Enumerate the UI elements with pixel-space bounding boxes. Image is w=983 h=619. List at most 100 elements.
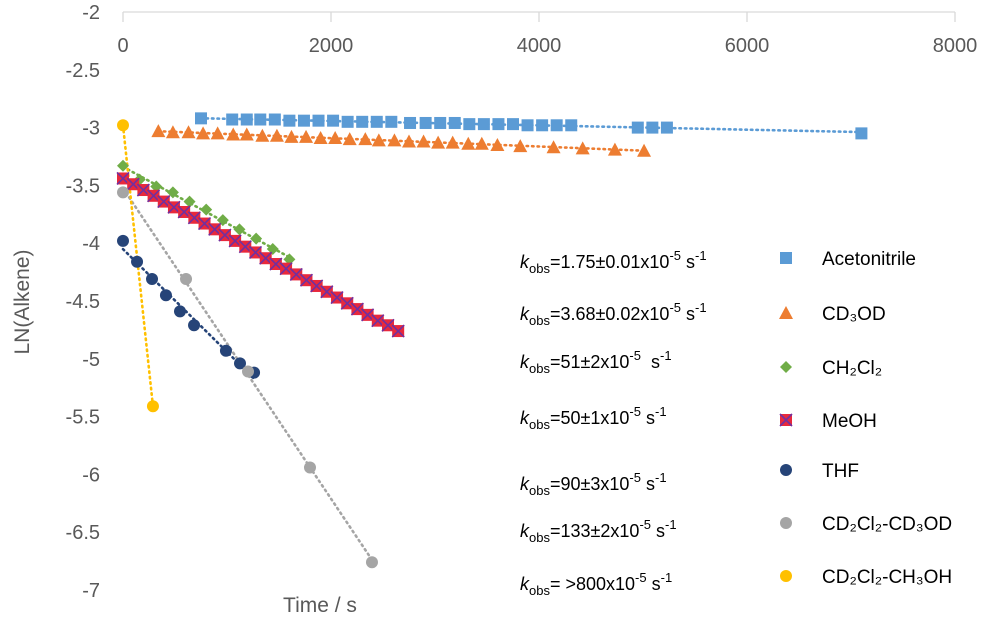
marker (126, 177, 140, 191)
rate-constant-part: -5 (635, 570, 647, 585)
trendline (121, 123, 155, 408)
x-tick-label: 2000 (309, 35, 354, 57)
marker (565, 119, 578, 132)
marker (431, 135, 446, 149)
marker (248, 245, 263, 260)
marker-cross (116, 171, 130, 186)
rate-constant-part: -5 (629, 404, 641, 419)
marker (157, 195, 171, 209)
marker (147, 189, 161, 203)
marker (297, 114, 310, 127)
marker (210, 126, 225, 140)
marker (117, 234, 129, 247)
rate-constant-part: obs (529, 261, 550, 276)
y-tick-label: -3 (82, 118, 100, 140)
marker (187, 211, 201, 225)
rate-constant-part: obs (529, 417, 550, 432)
marker (330, 290, 344, 305)
rate-constant-part: =1.75±0.01x10 (550, 252, 669, 272)
marker-cross (391, 324, 405, 338)
rate-constant-part: obs (529, 483, 550, 498)
marker (371, 314, 385, 328)
marker (461, 136, 476, 150)
rate-constant-part: k (520, 474, 530, 494)
y-axis-title: LN(Alkene) (11, 249, 34, 354)
marker (181, 125, 196, 139)
marker (197, 216, 212, 231)
marker (159, 289, 172, 302)
marker-cross (208, 222, 222, 236)
marker (233, 223, 246, 236)
marker (195, 112, 207, 125)
marker (116, 171, 130, 186)
rate-constant-part: s (641, 474, 655, 494)
legend-label: Acetonitrile (822, 249, 916, 270)
rate-constant-part: -1 (695, 300, 707, 315)
legend-label: THF (822, 461, 859, 482)
marker (226, 127, 241, 141)
rate-constant: kobs=3.68±0.02x10-5 s-1 (520, 300, 707, 328)
marker (365, 556, 378, 569)
marker (550, 119, 563, 132)
marker (146, 400, 159, 413)
rate-constant-part: = >800x10 (550, 574, 635, 594)
rate-constant-part: =90±3x10 (550, 474, 629, 494)
marker (234, 357, 246, 370)
marker (660, 121, 673, 134)
marker (546, 140, 561, 154)
x-tick-label: 8000 (933, 35, 978, 57)
legend-label: CD₂Cl₂-CH₃OH (822, 567, 952, 588)
y-tick-label: -5.5 (66, 407, 100, 429)
marker (117, 119, 129, 132)
marker-cross (299, 273, 314, 287)
marker-cross (361, 308, 375, 322)
y-tick-label: -4.5 (66, 291, 100, 313)
marker (637, 143, 652, 157)
marker (283, 114, 296, 127)
marker (341, 115, 354, 128)
marker (492, 118, 505, 131)
rate-constant: kobs= >800x10-5 s-1 (520, 570, 672, 598)
marker (269, 257, 283, 271)
marker (218, 228, 232, 242)
rate-constant: kobs=133±2x10-5 s-1 (520, 517, 677, 545)
marker (136, 183, 150, 197)
marker-cross (289, 267, 303, 281)
marker (536, 119, 549, 132)
marker (416, 134, 431, 148)
marker (521, 119, 534, 132)
y-tick-label: -6.5 (66, 522, 100, 544)
marker (490, 137, 505, 151)
x-tick-label: 4000 (517, 35, 562, 57)
rate-constant-part: k (520, 408, 530, 428)
rate-constant-part: -1 (655, 404, 667, 419)
legend-marker (780, 464, 792, 476)
marker (391, 324, 405, 338)
y-tick-label: -3.5 (66, 175, 100, 197)
rate-constant-part: obs (529, 361, 550, 376)
marker (477, 118, 490, 131)
marker (404, 116, 417, 129)
rate-constant-part: -1 (660, 348, 672, 363)
marker (131, 255, 144, 268)
marker (240, 113, 253, 126)
marker (370, 115, 383, 128)
rate-constant-part: s (681, 304, 695, 324)
y-tick-label: -7 (82, 580, 100, 602)
rate-constant-part: obs (529, 313, 550, 328)
rate-constant: kobs=50±1x10-5 s-1 (520, 404, 667, 432)
marker-cross (259, 251, 273, 265)
marker (216, 214, 229, 227)
trendlines (121, 116, 863, 562)
marker (289, 267, 303, 281)
legend-marker (780, 517, 792, 529)
rate-constant-part: obs (529, 530, 550, 545)
marker (631, 121, 644, 134)
marker-cross (147, 189, 161, 203)
marker (283, 253, 296, 266)
marker (299, 273, 314, 287)
legend-marker-cross (779, 413, 793, 427)
rate-constant: kobs=90±3x10-5 s-1 (520, 470, 667, 498)
x-tick-label: 0 (117, 35, 128, 57)
